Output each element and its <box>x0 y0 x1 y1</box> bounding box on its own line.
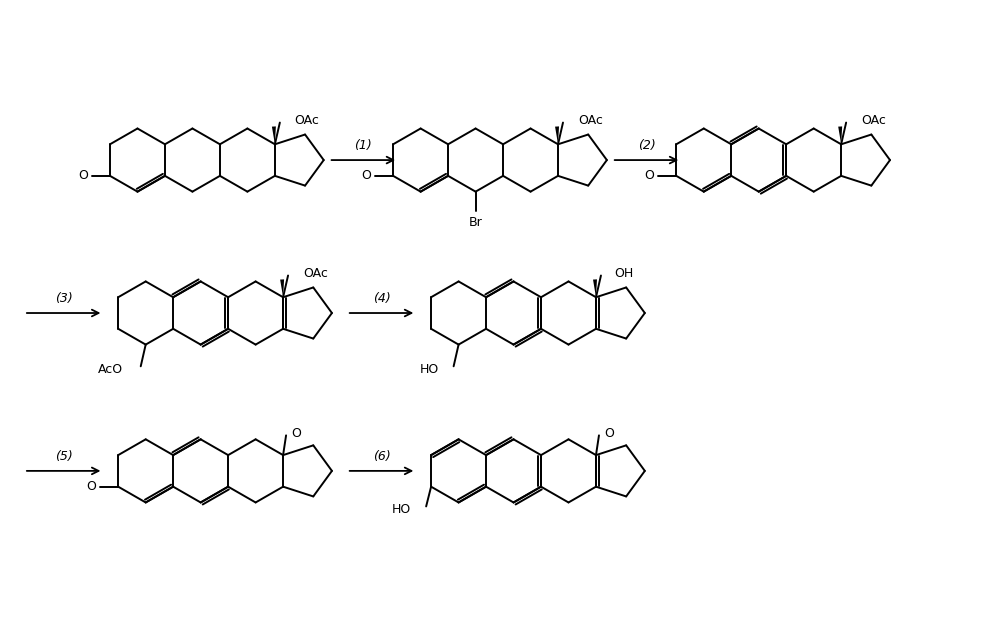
Text: O: O <box>604 427 614 440</box>
Text: (4): (4) <box>373 292 390 305</box>
Polygon shape <box>593 279 597 297</box>
Polygon shape <box>272 126 276 144</box>
Text: OAc: OAc <box>295 114 320 127</box>
Text: HO: HO <box>392 503 411 516</box>
Polygon shape <box>555 126 559 144</box>
Polygon shape <box>838 126 842 144</box>
Text: O: O <box>291 427 301 440</box>
Text: Br: Br <box>469 216 482 229</box>
Text: OAc: OAc <box>861 114 886 127</box>
Text: (5): (5) <box>55 450 73 463</box>
Text: (2): (2) <box>638 139 655 152</box>
Text: (3): (3) <box>55 292 73 305</box>
Text: (1): (1) <box>355 139 372 152</box>
Text: O: O <box>645 170 654 182</box>
Text: AcO: AcO <box>98 363 123 376</box>
Polygon shape <box>280 279 284 297</box>
Text: HO: HO <box>419 363 439 376</box>
Text: O: O <box>361 170 371 182</box>
Text: OH: OH <box>614 267 633 280</box>
Text: (6): (6) <box>373 450 390 463</box>
Text: O: O <box>86 480 96 493</box>
Text: OAc: OAc <box>578 114 603 127</box>
Text: O: O <box>78 170 88 182</box>
Text: OAc: OAc <box>303 267 328 280</box>
